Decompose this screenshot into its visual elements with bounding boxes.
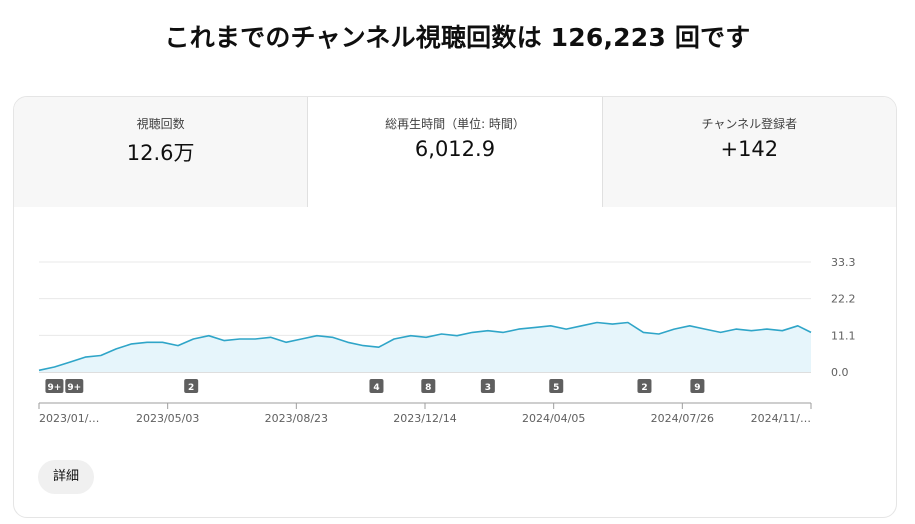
page-headline: これまでのチャンネル視聴回数は 126,223 回です xyxy=(164,23,751,52)
video-marker: 9+ xyxy=(45,379,64,393)
x-tick-label: 2023/01/… xyxy=(39,412,99,425)
x-tick-label: 2024/04/05 xyxy=(522,412,585,425)
video-marker-box xyxy=(480,379,495,393)
y-tick-label: 22.2 xyxy=(831,293,856,306)
video-marker-box xyxy=(184,379,199,393)
series-line xyxy=(38,321,812,372)
video-marker: 2 xyxy=(637,379,652,393)
video-marker-box xyxy=(65,379,84,393)
tab-subscribers-value: +142 xyxy=(720,137,779,161)
video-marker: 2 xyxy=(184,379,199,393)
x-tick-label: 2024/07/26 xyxy=(651,412,714,425)
y-tick-label: 11.1 xyxy=(831,329,856,342)
tab-watch-time[interactable]: 総再生時間（単位: 時間） 6,012.9 xyxy=(307,97,603,207)
chart-svg: 33.3 22.2 11.1 0.0 9+ 9+ 2 4 8 3 5 2 9 2023/01/… 2023/… xyxy=(38,256,856,425)
video-marker-label: 9+ xyxy=(48,383,62,393)
detail-button[interactable]: 詳細 xyxy=(38,460,95,494)
series-area xyxy=(39,322,811,372)
tab-subscribers-label: チャンネル登録者 xyxy=(701,117,798,131)
video-marker: 4 xyxy=(369,379,384,393)
video-marker-box xyxy=(690,379,705,393)
video-marker-box xyxy=(549,379,564,393)
tab-subscribers[interactable]: チャンネル登録者 +142 xyxy=(602,97,896,207)
metric-tabs: 視聴回数 12.6万 総再生時間（単位: 時間） 6,012.9 チャンネル登録… xyxy=(14,97,896,207)
video-marker-label: 9+ xyxy=(67,383,81,393)
video-marker-box xyxy=(421,379,436,393)
video-marker-label: 2 xyxy=(641,383,647,393)
tab-watch-time-value: 6,012.9 xyxy=(414,137,496,161)
video-marker-label: 4 xyxy=(373,383,379,393)
video-marker-label: 3 xyxy=(485,383,491,393)
video-marker-label: 8 xyxy=(425,383,431,393)
video-marker: 5 xyxy=(549,379,564,393)
tab-watch-time-label: 総再生時間（単位: 時間） xyxy=(385,117,525,131)
video-marker-label: 9 xyxy=(694,383,700,393)
video-marker: 9+ xyxy=(65,379,84,393)
tab-views-label: 視聴回数 xyxy=(136,117,185,131)
watch-time-chart: 33.3 22.2 11.1 0.0 9+ 9+ 2 4 8 3 5 2 9 2023/01/… 2023/… xyxy=(14,207,896,457)
y-tick-label: 0.0 xyxy=(831,366,849,379)
x-tick-label: 2023/12/14 xyxy=(393,412,456,425)
x-tick-label: 2024/11/… xyxy=(751,412,811,425)
video-marker-box xyxy=(45,379,64,393)
tab-views[interactable]: 視聴回数 12.6万 xyxy=(14,97,308,207)
x-tick-label: 2023/08/23 xyxy=(265,412,328,425)
video-marker-box xyxy=(637,379,652,393)
video-marker: 8 xyxy=(421,379,436,393)
video-marker-label: 2 xyxy=(188,383,194,393)
x-tick-label: 2023/05/03 xyxy=(136,412,199,425)
y-tick-label: 33.3 xyxy=(831,256,856,269)
tab-views-value: 12.6万 xyxy=(126,141,195,165)
video-marker-label: 5 xyxy=(553,383,559,393)
analytics-card: 視聴回数 12.6万 総再生時間（単位: 時間） 6,012.9 チャンネル登録… xyxy=(13,96,897,518)
video-marker: 3 xyxy=(480,379,495,393)
video-marker-box xyxy=(369,379,384,393)
video-marker: 9 xyxy=(690,379,705,393)
